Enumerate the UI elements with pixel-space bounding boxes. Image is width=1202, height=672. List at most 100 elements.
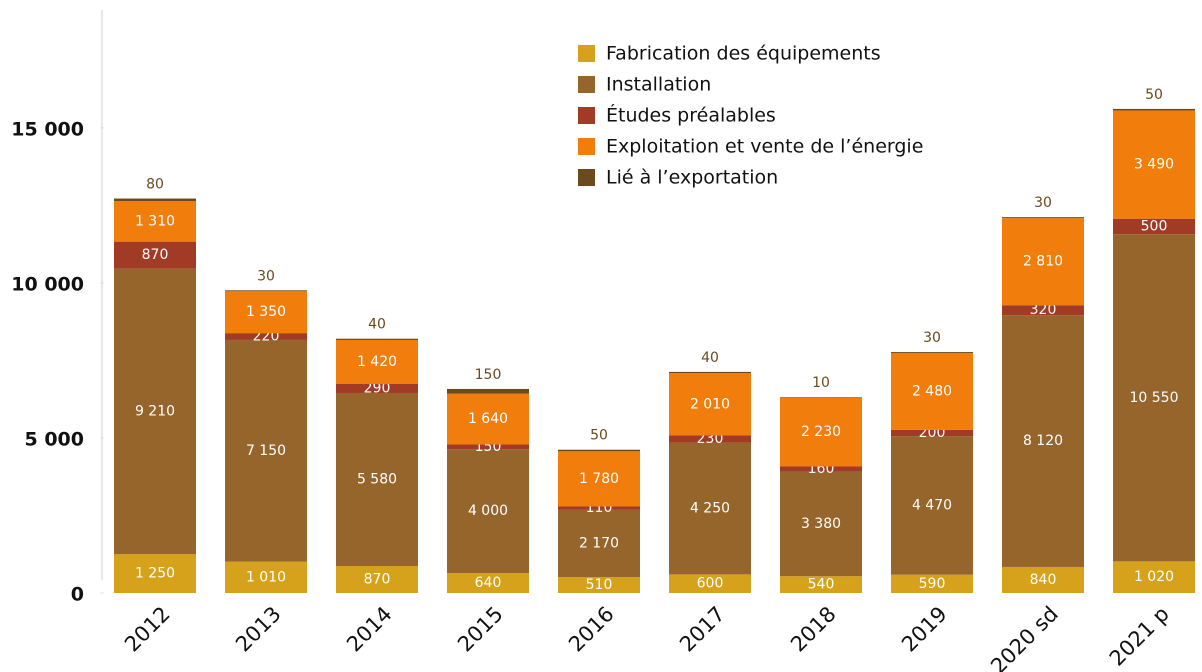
value-label: 4 000 <box>468 503 508 519</box>
bar-segment <box>336 383 418 393</box>
bar-segment <box>1113 234 1195 562</box>
legend-label: Installation <box>606 74 711 96</box>
value-label: 40 <box>701 350 719 366</box>
value-label: 30 <box>257 268 275 284</box>
x-tick-label: 2015 <box>453 602 508 657</box>
bar-segment <box>447 388 529 394</box>
bar-segment <box>558 449 640 452</box>
bar-segment <box>447 573 529 593</box>
legend-label: Fabrication des équipements <box>606 43 881 65</box>
value-label: 7 150 <box>246 443 286 459</box>
legend-swatch <box>578 169 595 186</box>
bar-segment <box>780 397 862 467</box>
x-tick-label: 2019 <box>897 602 952 657</box>
value-label: 1 250 <box>135 566 175 582</box>
legend-swatch <box>578 107 595 124</box>
bar-segment <box>114 201 196 242</box>
bar-segment <box>1113 561 1195 593</box>
value-label: 320 <box>1030 302 1057 318</box>
bar-segment <box>558 451 640 507</box>
value-label: 640 <box>475 575 502 591</box>
value-label: 540 <box>808 577 835 593</box>
bar-segment <box>558 577 640 593</box>
bar-segment <box>1113 110 1195 219</box>
bar-segment <box>1113 108 1195 111</box>
value-label: 80 <box>146 177 164 193</box>
bar-segment <box>891 574 973 593</box>
bar-segment <box>1002 315 1084 567</box>
value-label: 600 <box>697 576 724 592</box>
bar-segment <box>1002 218 1084 306</box>
bar-segment <box>225 339 307 562</box>
bar-segment <box>1002 566 1084 593</box>
value-label: 8 120 <box>1023 433 1063 449</box>
bar-segment <box>225 561 307 593</box>
value-label: 4 250 <box>690 500 730 516</box>
value-label: 4 470 <box>912 497 952 513</box>
bar-segment <box>780 466 862 472</box>
value-label: 2 480 <box>912 383 952 399</box>
bar-segment <box>114 268 196 555</box>
value-label: 10 <box>812 375 830 391</box>
value-label: 1 010 <box>246 569 286 585</box>
bar-segment <box>114 198 196 202</box>
y-tick-label: 0 <box>71 584 84 606</box>
bar-segment <box>447 393 529 445</box>
x-tick-label: 2012 <box>120 602 175 657</box>
value-label: 510 <box>586 577 613 593</box>
value-label: 3 380 <box>801 516 841 532</box>
y-tick-label: 5 000 <box>25 428 85 450</box>
value-label: 840 <box>1030 572 1057 588</box>
value-label: 870 <box>364 572 391 588</box>
bar-segment <box>891 352 973 430</box>
bar-segment <box>891 429 973 437</box>
value-label: 10 550 <box>1130 390 1179 406</box>
legend-swatch <box>578 45 595 62</box>
bar-segment <box>780 471 862 577</box>
value-label: 30 <box>1034 195 1052 211</box>
legend-label: Lié à l’exportation <box>606 167 778 189</box>
value-label: 150 <box>475 367 502 383</box>
value-label: 1 640 <box>468 411 508 427</box>
bar-segment <box>225 333 307 340</box>
bar-segment <box>891 352 973 353</box>
x-tick-label: 2013 <box>231 602 286 657</box>
value-label: 1 420 <box>357 354 397 370</box>
bar-segment <box>669 371 751 374</box>
value-label: 290 <box>364 380 391 396</box>
bar-segment <box>336 339 418 384</box>
value-label: 2 170 <box>579 536 619 552</box>
bar-segment <box>1113 218 1195 235</box>
bar-segment <box>447 444 529 450</box>
value-label: 50 <box>590 428 608 444</box>
bar-segment <box>114 241 196 269</box>
value-label: 9 210 <box>135 403 175 419</box>
bar-segment <box>669 442 751 575</box>
bar-segment <box>336 338 418 340</box>
bar-segment <box>336 566 418 593</box>
x-tick-label: 2014 <box>342 602 397 657</box>
legend-label: Exploitation et vente de l’énergie <box>606 136 923 158</box>
x-tick-label: 2017 <box>675 602 730 657</box>
x-tick-label: 2016 <box>564 602 619 657</box>
y-tick-label: 10 000 <box>11 273 84 295</box>
bar-segment <box>114 554 196 593</box>
x-tick-label: 2018 <box>786 602 841 657</box>
value-label: 2 810 <box>1023 254 1063 270</box>
value-label: 40 <box>368 317 386 333</box>
value-label: 590 <box>919 576 946 592</box>
value-label: 1 780 <box>579 471 619 487</box>
bar-segment <box>225 290 307 292</box>
value-label: 1 350 <box>246 304 286 320</box>
value-label: 1 310 <box>135 213 175 229</box>
value-label: 5 580 <box>357 472 397 488</box>
bar-segment <box>780 576 862 593</box>
bar-segment <box>1002 217 1084 219</box>
bar-segment <box>669 435 751 443</box>
bar-segment <box>1002 305 1084 316</box>
x-tick-label: 2021 p <box>1105 602 1174 671</box>
bar-segment <box>447 449 529 574</box>
bar-segment <box>669 373 751 436</box>
y-tick-label: 15 000 <box>11 118 84 140</box>
